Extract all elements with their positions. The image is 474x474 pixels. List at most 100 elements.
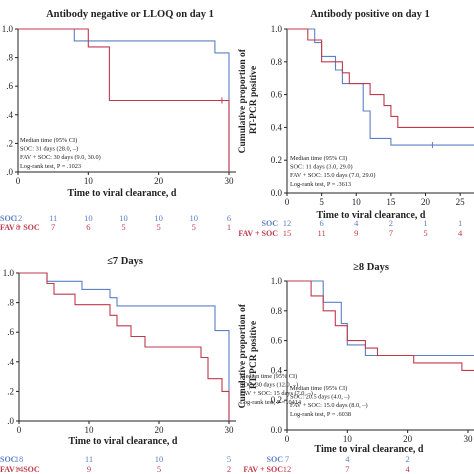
risk-count: 6	[227, 213, 231, 223]
risk-row-label: SOC	[267, 455, 284, 464]
x-tick-label: 5	[319, 197, 324, 207]
x-tick-label: 20	[403, 434, 413, 444]
risk-count: 4	[458, 228, 463, 238]
stats-line: Log-rank test, P = .1023	[20, 163, 81, 170]
risk-count: 8	[16, 222, 20, 232]
soc-survival-line	[287, 28, 474, 146]
risk-count: 5	[157, 222, 161, 232]
y-tick-label: 0.6	[271, 90, 283, 100]
y-tick-label: 0.4	[271, 122, 283, 132]
plot-area: 0.0 0.2 0.4 0.6 0.8 1.0 0 10 20 30	[271, 276, 474, 444]
risk-count: 4	[406, 464, 411, 474]
plot-area: 0.0 0.2 0.4 0.6 0.8 1.0 0 5 10 15 20 25	[271, 24, 474, 207]
y-axis-label-line-2: RT-PCR positive	[249, 321, 259, 389]
stats-line: FAV + SOC: 15.0 days (7.0, 29.0)	[290, 172, 375, 179]
x-tick-label: 10	[352, 197, 362, 207]
risk-count: 1	[423, 218, 427, 228]
y-axis-label-line-1: Cumulative proportion of	[238, 48, 248, 153]
x-tick-label: 20	[421, 197, 431, 207]
risk-count: 9	[87, 464, 91, 474]
risk-row-label: FAV + SOC	[0, 223, 40, 232]
y-axis-label-line-2: RT-PCR positive	[249, 66, 259, 134]
y-tick-label: 0.4	[271, 365, 283, 375]
stats-line: SOC: 20.5 days (4.0, –)	[290, 394, 350, 401]
x-tick-label: 0	[17, 425, 22, 435]
risk-count: 15	[283, 228, 292, 238]
y-tick-label: .0	[7, 416, 14, 426]
risk-count: 6	[86, 222, 90, 232]
y-axis-label: Cumulative proportion of RT-PCR positive	[238, 302, 259, 409]
fav-soc-survival-line	[287, 280, 474, 371]
x-tick-label: 30	[225, 425, 235, 435]
y-tick-label: 0.6	[271, 336, 283, 346]
risk-count: 5	[423, 228, 427, 238]
y-tick-label: 1.0	[271, 24, 283, 34]
risk-count: 14	[15, 464, 24, 474]
risk-count: 6	[320, 218, 324, 228]
stats-line: FAV + SOC: 15.0 days (8.0, –)	[290, 402, 368, 409]
y-tick-label: 1.0	[3, 268, 15, 278]
y-axis-label: Cumulative proportion of RT-PCR positive	[238, 47, 259, 154]
stats-line: SOC: 31 days (28.0, –)	[20, 146, 78, 153]
fav-soc-survival-line	[19, 272, 230, 421]
risk-count: 4	[354, 218, 359, 228]
risk-count: 10	[155, 454, 164, 464]
x-tick-label: 0	[285, 197, 290, 207]
y-tick-label: .4	[7, 357, 14, 367]
x-tick-label: 20	[154, 176, 164, 186]
stats-line: SOC: 11 days (3.0, 29.0)	[290, 164, 353, 171]
panel-title: ≤7 Days	[107, 256, 143, 267]
risk-count: 11	[318, 228, 326, 238]
risk-count: 7	[285, 454, 289, 464]
x-tick-label: 30	[463, 434, 473, 444]
risk-count: 7	[345, 464, 349, 474]
plot-area: .0 .2 .4 .6 .8 1.0 0 10 20 30	[2, 24, 236, 186]
x-tick-label: 10	[343, 434, 353, 444]
y-tick-label: 0.0	[271, 188, 283, 198]
x-tick-label: 10	[85, 425, 95, 435]
x-axis-label: Time to viral clearance, d	[315, 444, 424, 455]
panel-title: ≥8 Days	[353, 262, 389, 273]
risk-count: 4	[345, 454, 350, 464]
y-tick-label: 1.0	[2, 24, 14, 34]
panel-ge-8-days: ≥8 Days 0.0 0.2 0.4 0.6 0.8 1.0 0 10 20 30 Time t…	[238, 262, 474, 474]
stats-box: Median time (95% CI) SOC: 30 days (12.0, …	[240, 373, 313, 406]
risk-count: 12	[283, 218, 292, 228]
y-tick-label: 0.8	[271, 57, 283, 67]
risk-count: 7	[389, 228, 393, 238]
panel-le-7-days: ≤7 Days .0.2.4.6.81.00 10 20 30 Time to vir…	[0, 256, 313, 474]
risk-row-label: SOC	[0, 214, 17, 223]
x-axis-label: Time to viral clearance, d	[317, 210, 426, 221]
y-tick-label: 0.0	[271, 425, 283, 435]
risk-count: 5	[121, 222, 125, 232]
stats-line: Median time (95% CI)	[290, 385, 347, 392]
x-tick-label: 0	[16, 176, 21, 186]
risk-count: 10	[154, 213, 163, 223]
stats-line: Median time (95% CI)	[20, 137, 77, 144]
x-tick-label: 30	[224, 176, 234, 186]
y-axis-label-line-1: Cumulative proportion of	[238, 303, 248, 408]
risk-count: 1	[227, 222, 231, 232]
y-tick-label: .6	[6, 81, 13, 91]
stats-line: Log-rank test, P = .3613	[290, 181, 351, 188]
plot-area: .0 .2 .4 .6 .8 1.0 0 10 20 30	[3, 268, 236, 435]
y-tick-label: .8	[7, 298, 14, 308]
risk-count: 11	[85, 454, 93, 464]
x-tick-label: 25	[456, 197, 466, 207]
risk-count: 18	[15, 454, 24, 464]
y-tick-label: .4	[6, 110, 13, 120]
risk-count: 12	[14, 213, 23, 223]
risk-row-label: FAV + SOC	[0, 465, 40, 474]
risk-count: 2	[406, 454, 410, 464]
y-tick-label: 0.2	[271, 395, 282, 405]
risk-count: 1	[458, 218, 462, 228]
risk-count: 10	[84, 213, 93, 223]
risk-row-label: FAV + SOC	[238, 229, 278, 238]
stats-box: Median time (95% CI) SOC: 20.5 days (4.0,…	[290, 385, 368, 418]
risk-row-label: FAV + SOC	[243, 465, 283, 474]
